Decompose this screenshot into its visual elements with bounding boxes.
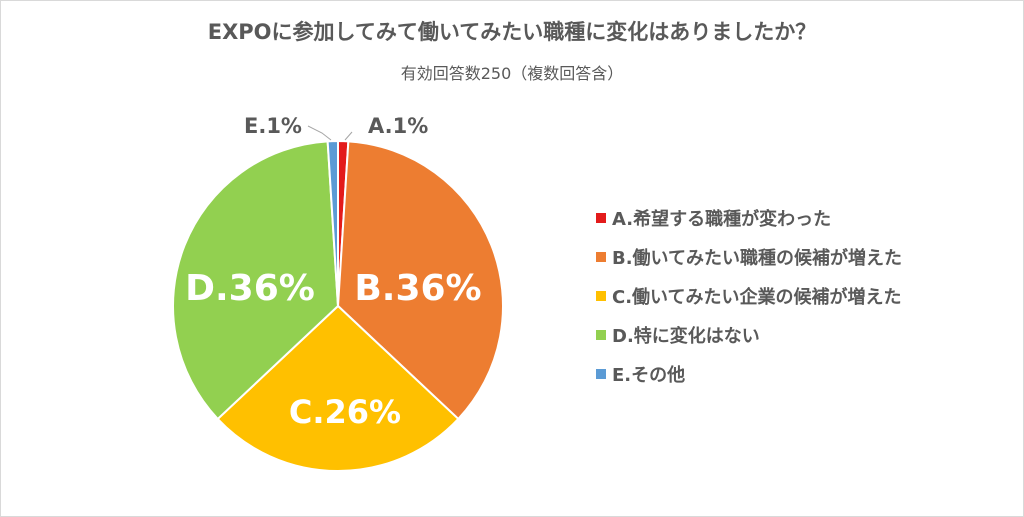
- leader-line-e: [307, 125, 332, 141]
- legend-swatch-e: [596, 368, 606, 379]
- legend-label-b: B.働いてみたい職種の候補が増えた: [612, 247, 903, 269]
- pie-slice-d: [172, 140, 340, 421]
- legend-label-e: E.その他: [612, 364, 686, 386]
- legend-label-c: C.働いてみたい企業の候補が増えた: [612, 286, 902, 308]
- leader-line-a: [344, 131, 353, 141]
- chart-legend: A.希望する職種が変わった B.働いてみたい職種の候補が増えた C.働いてみたい企業…: [596, 198, 902, 393]
- legend-swatch-b: [596, 251, 606, 262]
- legend-swatch-a: [596, 212, 606, 223]
- data-label-e: E.1%: [244, 114, 302, 138]
- legend-item-d: D.特に変化はない: [596, 315, 902, 354]
- legend-label-a: A.希望する職種が変わった: [612, 208, 832, 230]
- chart-title: EXPOに参加してみて働いてみたい職種に変化はありましたか？: [207, 20, 817, 44]
- chart-subtitle: 有効回答数250（複数回答含）: [400, 64, 624, 83]
- legend-swatch-d: [596, 329, 606, 340]
- data-label-a: A.1%: [368, 114, 428, 138]
- legend-item-b: B.働いてみたい職種の候補が増えた: [596, 237, 902, 276]
- legend-swatch-c: [596, 290, 606, 301]
- data-label-c: C.26%: [289, 393, 401, 431]
- pie-slice-c: [216, 304, 460, 472]
- legend-item-c: C.働いてみたい企業の候補が増えた: [596, 276, 902, 315]
- legend-item-e: E.その他: [596, 354, 902, 393]
- legend-item-a: A.希望する職種が変わった: [596, 198, 902, 237]
- data-label-b: B.36%: [354, 268, 481, 309]
- data-label-d: D.36%: [185, 268, 315, 309]
- pie-slice-e: [326, 139, 339, 307]
- pie-slice-b: [336, 140, 504, 421]
- legend-label-d: D.特に変化はない: [612, 325, 760, 347]
